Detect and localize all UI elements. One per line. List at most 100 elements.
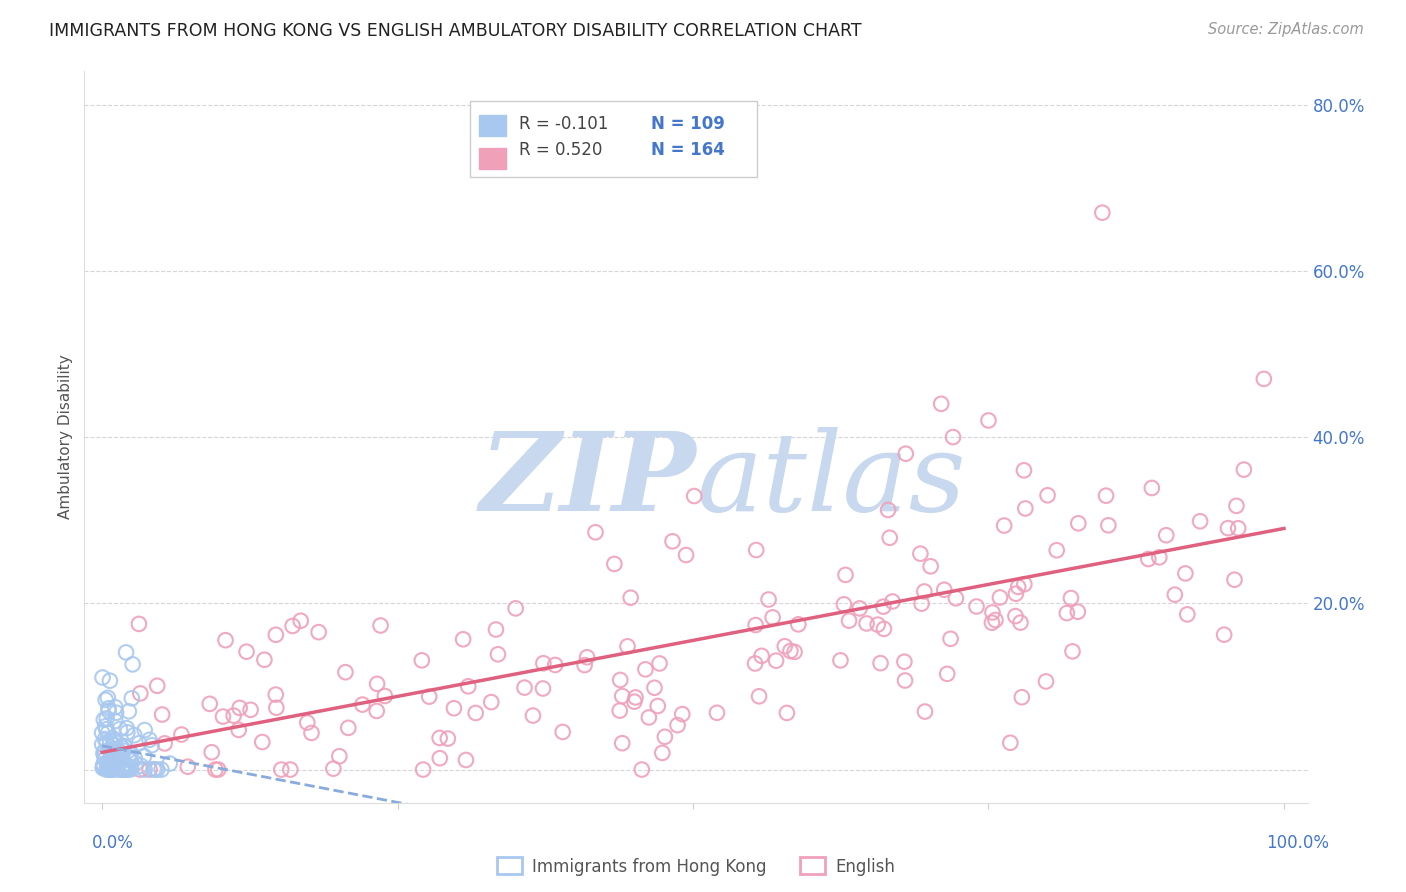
Point [138,763,160,777]
Point [531,681,554,696]
Point [505,601,527,615]
Point [114,739,136,754]
Point [758,592,780,607]
Point [150,707,173,722]
Point [93,752,115,766]
FancyBboxPatch shape [470,101,758,178]
Point [103,742,125,756]
Point [301,726,323,740]
Point [111,763,134,777]
Point [112,744,135,758]
Point [609,673,631,687]
Point [352,698,374,712]
Point [920,559,942,574]
Point [107,758,129,772]
Point [624,690,647,705]
Point [1223,573,1246,587]
Text: Source: ZipAtlas.com: Source: ZipAtlas.com [1208,22,1364,37]
Point [146,679,169,693]
Point [98,756,121,770]
Point [869,656,891,670]
Point [228,723,250,737]
Point [253,653,276,667]
Point [111,758,134,772]
Text: 0.0%: 0.0% [91,834,134,852]
Point [278,763,301,777]
Point [977,413,1000,427]
Point [773,639,796,653]
Point [666,718,689,732]
Point [939,632,962,646]
Point [201,745,224,759]
Bar [479,148,506,169]
Point [115,763,138,777]
Point [872,599,894,614]
Point [112,763,135,777]
Point [1097,518,1119,533]
Point [366,704,388,718]
Point [97,726,120,740]
Point [936,666,959,681]
Point [412,763,434,777]
Point [101,753,124,767]
Point [337,721,360,735]
Point [1000,736,1022,750]
Point [98,758,121,772]
Point [1174,566,1197,581]
Point [117,762,139,776]
Point [993,518,1015,533]
Point [177,760,200,774]
Point [873,622,896,636]
Point [94,693,117,707]
Point [848,601,870,615]
Point [101,761,124,775]
Point [96,763,118,777]
Point [834,567,856,582]
Point [1012,463,1035,477]
Y-axis label: Ambulatory Disability: Ambulatory Disability [58,355,73,519]
Point [616,640,638,654]
Point [104,757,127,772]
Point [1007,580,1029,594]
Point [101,753,124,767]
Point [93,713,115,727]
Point [1014,501,1036,516]
Point [1137,552,1160,566]
Point [115,721,138,735]
Point [264,688,287,702]
Point [297,715,319,730]
Point [153,736,176,750]
Point [252,735,274,749]
Point [838,614,860,628]
Point [783,645,806,659]
Point [779,644,801,658]
Point [101,757,124,772]
Point [103,739,125,753]
Point [485,623,508,637]
Point [832,598,855,612]
Text: ZIP: ZIP [479,427,696,534]
Point [143,763,166,777]
Point [124,728,146,742]
Point [910,597,932,611]
Point [879,531,901,545]
Point [103,760,125,774]
Point [94,723,117,737]
Point [93,747,115,761]
Point [94,719,117,733]
Point [893,655,915,669]
Point [1004,609,1026,624]
Point [98,760,121,774]
Point [235,645,257,659]
Point [111,762,134,776]
Point [98,673,121,688]
Point [98,752,121,766]
Point [110,739,132,754]
Text: R = -0.101: R = -0.101 [519,115,607,133]
Point [228,701,250,715]
Point [108,722,131,736]
Point [142,762,165,776]
Point [129,763,152,777]
Point [934,582,956,597]
Point [765,654,787,668]
